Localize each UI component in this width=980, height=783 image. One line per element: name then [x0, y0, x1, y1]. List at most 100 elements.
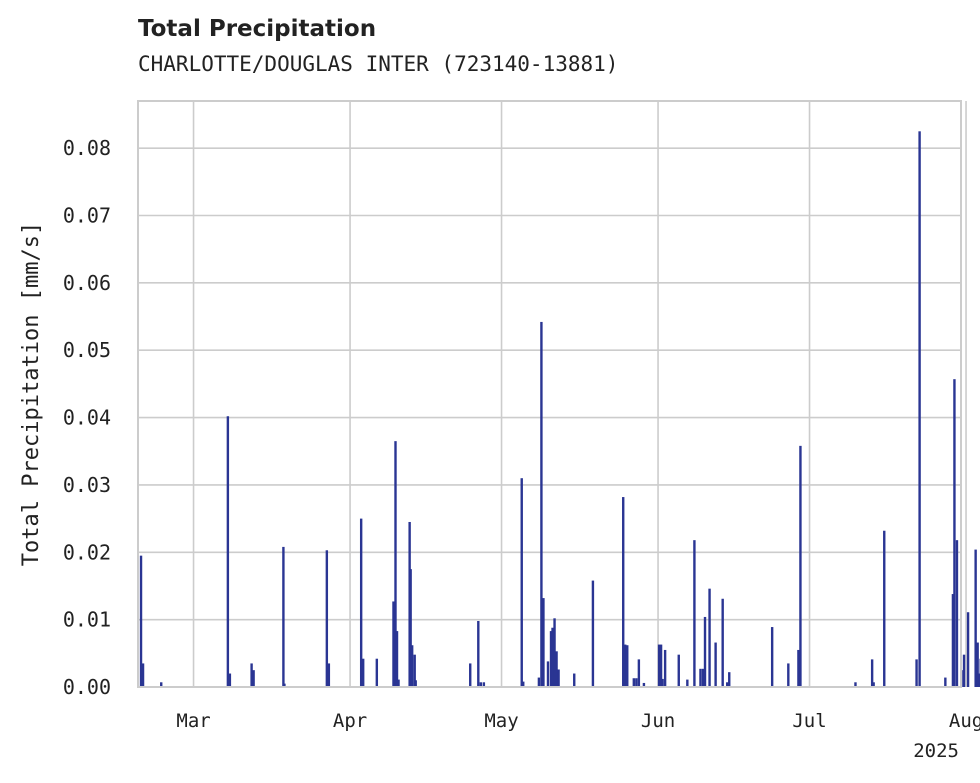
- precip-bar: [799, 445, 802, 687]
- precip-bar: [872, 682, 875, 687]
- precip-bar: [642, 682, 646, 687]
- precip-bar: [537, 677, 541, 687]
- precip-bar: [160, 682, 163, 687]
- precip-bar: [870, 659, 874, 687]
- precip-bar: [624, 644, 627, 687]
- precip-bar: [139, 555, 143, 687]
- precip-bar: [883, 530, 886, 687]
- precip-bar: [141, 663, 145, 687]
- precip-bar: [944, 677, 947, 687]
- y-tick-label: 0.05: [63, 338, 111, 362]
- precip-bar: [693, 540, 696, 687]
- precip-bar: [557, 669, 560, 687]
- precip-bar: [479, 682, 483, 687]
- precip-bar: [797, 649, 800, 687]
- y-tick-label: 0.08: [63, 136, 111, 160]
- x-tick-label: Apr: [333, 710, 367, 732]
- precip-bar: [482, 682, 486, 687]
- precip-bar: [951, 594, 955, 687]
- precip-bar: [714, 642, 717, 687]
- y-tick-labels: 0.00 0.01 0.02 0.03 0.04 0.05 0.06 0.07 0.08: [63, 136, 111, 699]
- precip-bar: [573, 673, 576, 687]
- precip-bar: [661, 678, 664, 687]
- precip-bar: [626, 645, 629, 687]
- y-tick-label: 0.03: [63, 473, 111, 497]
- precip-bar: [555, 651, 558, 687]
- y-tick-label: 0.00: [63, 675, 111, 699]
- precip-bar: [726, 682, 729, 687]
- y-tick-label: 0.06: [63, 271, 111, 295]
- x-tick-labels: Mar Apr May Jun Jul Aug: [176, 710, 980, 732]
- precip-bar: [540, 321, 543, 687]
- precip-bar: [591, 580, 595, 687]
- precip-bar: [708, 588, 711, 687]
- precip-bar: [721, 598, 724, 687]
- y-tick-label: 0.04: [63, 406, 111, 430]
- precipitation-bars: [139, 131, 980, 687]
- plot-frame: [137, 100, 962, 688]
- precip-bar: [854, 682, 857, 687]
- precip-bar: [976, 642, 979, 687]
- precip-bar: [622, 497, 625, 687]
- precip-bar: [553, 618, 556, 687]
- precip-bar: [359, 518, 363, 687]
- precip-bar: [659, 644, 663, 687]
- precip-bar: [395, 631, 399, 687]
- precip-bar: [632, 678, 636, 687]
- precip-bar: [546, 661, 550, 687]
- precip-bar: [325, 550, 329, 687]
- precip-bar: [250, 663, 253, 687]
- grid-lines: [138, 101, 967, 688]
- precip-bar: [394, 441, 397, 687]
- precip-bar: [282, 546, 285, 687]
- precip-bar: [551, 627, 554, 687]
- precip-bar: [409, 569, 412, 687]
- precip-bar: [974, 549, 977, 687]
- precip-bar: [953, 379, 956, 687]
- y-tick-label: 0.01: [63, 608, 111, 632]
- y-tick-label: 0.07: [63, 204, 111, 228]
- precip-bar: [542, 598, 545, 687]
- precip-bar: [918, 131, 921, 687]
- x-tick-label: Jul: [792, 710, 826, 732]
- precip-bar: [226, 416, 230, 687]
- precip-bar: [915, 659, 918, 687]
- precip-bar: [699, 668, 702, 687]
- precip-bar: [283, 683, 286, 687]
- y-tick-label: 0.02: [63, 540, 111, 564]
- precip-bar: [966, 612, 970, 687]
- x-tick-label: Mar: [176, 710, 210, 732]
- precip-bar: [375, 658, 379, 687]
- precip-bar: [787, 663, 790, 687]
- plot-area: [138, 101, 961, 687]
- precip-bar: [477, 620, 480, 687]
- chart-title: Total Precipitation: [138, 16, 377, 42]
- y-axis-title: Total Precipitation [mm/s]: [19, 222, 44, 566]
- x-tick-label: Aug: [949, 710, 980, 732]
- precip-bar: [549, 631, 553, 687]
- precip-bar: [978, 673, 980, 687]
- precip-bar: [252, 670, 255, 687]
- precip-bar: [520, 478, 523, 687]
- precip-bar: [228, 673, 232, 687]
- precip-bar: [770, 627, 774, 687]
- precip-bar: [392, 601, 395, 687]
- precip-bar: [686, 679, 689, 687]
- precip-bar: [413, 654, 416, 687]
- precip-bar: [657, 644, 661, 687]
- precip-bar: [677, 654, 680, 687]
- precip-bar: [728, 672, 731, 687]
- precip-bar: [663, 649, 667, 687]
- precip-bar: [955, 540, 959, 687]
- x-tick-label: Jun: [641, 710, 675, 732]
- precip-bar: [637, 659, 641, 687]
- year-label: 2025: [913, 740, 959, 762]
- precip-bar: [327, 663, 331, 687]
- precip-bar: [397, 679, 400, 687]
- precip-bar: [469, 663, 472, 687]
- precip-bar: [635, 678, 638, 687]
- precip-bar: [522, 681, 525, 687]
- chart-subtitle: CHARLOTTE/DOUGLAS INTER (723140-13881): [138, 52, 619, 76]
- precip-bar: [361, 658, 365, 687]
